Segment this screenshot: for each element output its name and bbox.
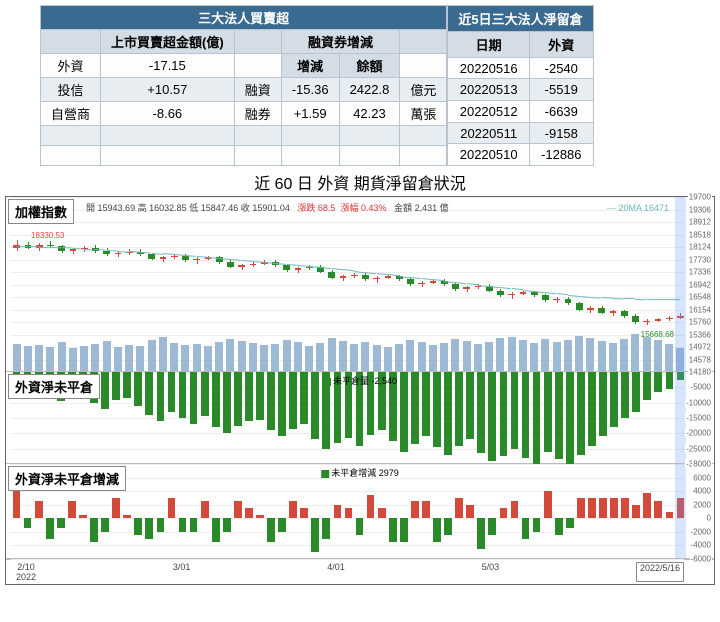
panel1-label: 加權指數 (8, 199, 74, 224)
table-buysell: 三大法人買賣超 上市買賣超金額(億) 融資券增減 外資 -17.15 增減 餘額… (40, 5, 447, 166)
chart-title: 近 60 日 外資 期貨淨留倉狀況 (0, 170, 720, 194)
anno-high: 18330.53 (31, 231, 64, 240)
panel2-label: 外資淨未平倉 (8, 374, 100, 399)
table-netpos: 近5日三大法人淨留倉 日期 外資 20220516-2540 20220513-… (447, 5, 593, 166)
panel1-info: 開 15943.69 高 16032.85 低 15847.46 收 15901… (86, 201, 449, 214)
table1-header: 三大法人買賣超 (41, 6, 447, 30)
table2-header: 近5日三大法人淨留倉 (448, 6, 593, 32)
panel-index: 加權指數 開 15943.69 高 16032.85 低 15847.46 收 … (6, 197, 714, 372)
x-axis: 2/10 20223/014/015/032022/5/16 (6, 559, 714, 584)
anno-low: 15668.68 (641, 330, 674, 339)
panel-netpos-chg: 外資淨未平倉增減 未平倉增減 2979 80006000400020000-20… (6, 464, 714, 559)
panel3-legend: 未平倉增減 2979 (321, 466, 399, 479)
panel2-legend: 未平倉量 -2,540 (323, 374, 397, 387)
tables-container: 三大法人買賣超 上市買賣超金額(億) 融資券增減 外資 -17.15 增減 餘額… (40, 5, 680, 166)
panel1-legend-ma: — 20MA 16471 (607, 203, 669, 213)
panel-netpos: 外資淨未平倉 未平倉量 -2,540 0-5000-10000-15000-20… (6, 372, 714, 464)
panel3-label: 外資淨未平倉增減 (8, 466, 126, 491)
chart-container: 加權指數 開 15943.69 高 16032.85 低 15847.46 收 … (5, 196, 715, 585)
